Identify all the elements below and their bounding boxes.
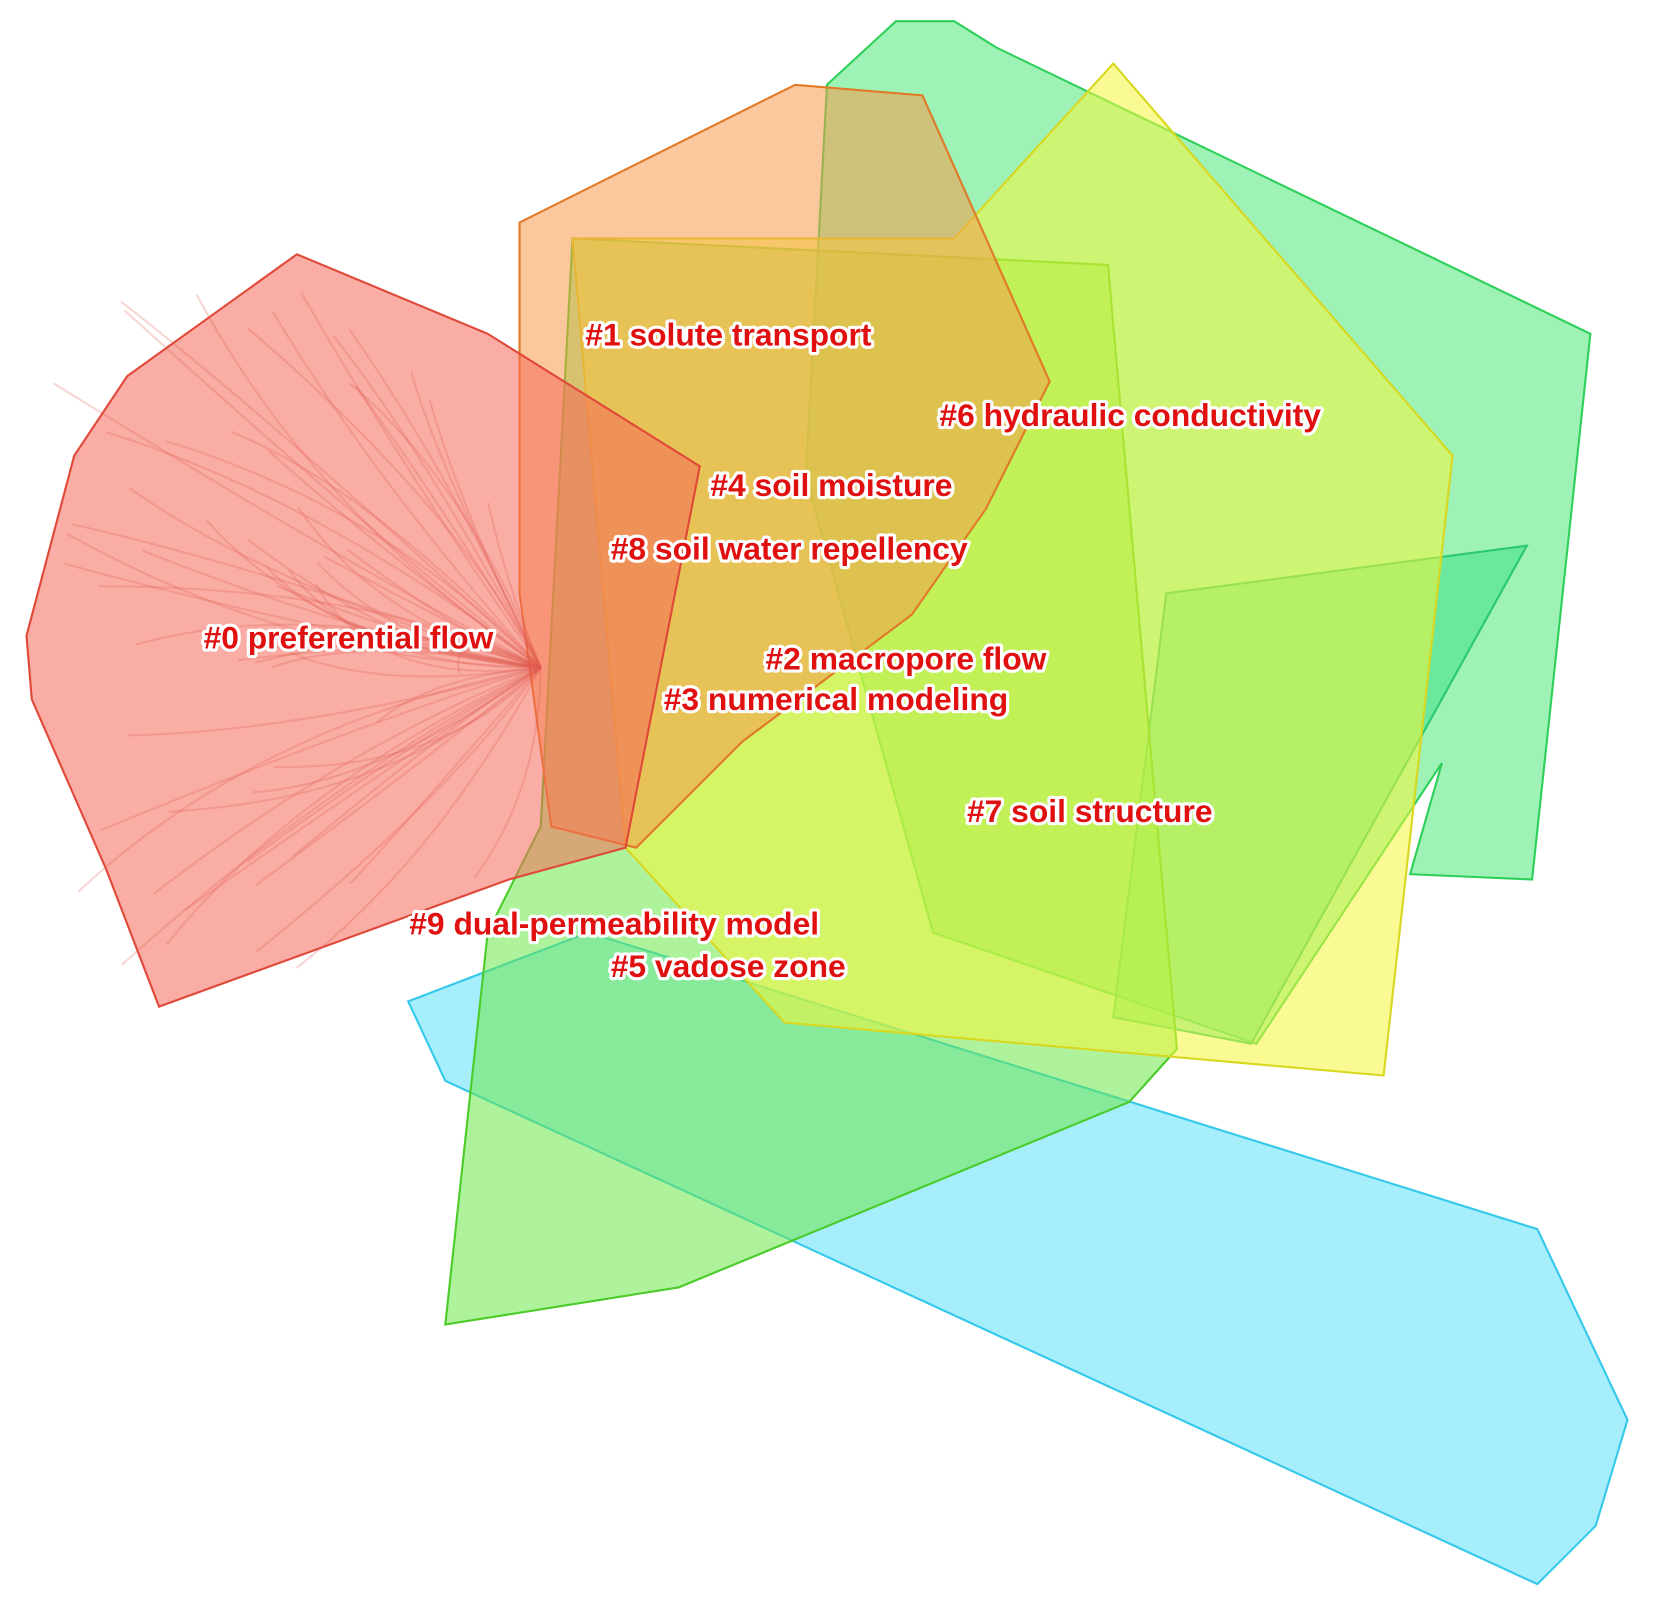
link bbox=[349, 666, 542, 885]
link bbox=[323, 555, 542, 669]
link bbox=[255, 666, 542, 953]
link bbox=[348, 328, 542, 669]
cluster-label: #0 preferential flow bbox=[204, 619, 494, 655]
link bbox=[135, 623, 542, 669]
link bbox=[287, 569, 541, 669]
cluster-label: #5 vadose zone bbox=[611, 948, 846, 984]
link bbox=[120, 300, 542, 669]
link bbox=[72, 523, 542, 669]
link bbox=[457, 647, 542, 674]
link bbox=[165, 440, 542, 669]
link bbox=[230, 430, 542, 669]
link bbox=[332, 335, 542, 669]
link bbox=[53, 382, 542, 669]
link bbox=[123, 309, 542, 669]
cluster-label: #6 hydraulic conductivity bbox=[939, 397, 1321, 433]
cluster-label: #3 numerical modeling bbox=[664, 681, 1009, 717]
link bbox=[105, 431, 542, 669]
link bbox=[98, 585, 542, 669]
link bbox=[355, 385, 542, 669]
link bbox=[276, 585, 541, 669]
cluster-label: #1 solute transport bbox=[585, 316, 872, 352]
links bbox=[53, 291, 542, 969]
link bbox=[128, 666, 542, 737]
cluster-label: #4 soil moisture bbox=[710, 467, 952, 503]
link bbox=[142, 549, 541, 669]
link bbox=[428, 399, 542, 669]
cluster-labels: #1 solute transport #6 hydraulic conduct… bbox=[200, 313, 1324, 987]
link bbox=[300, 291, 542, 669]
cluster-label: #9 dual-permeability model bbox=[409, 906, 819, 942]
link bbox=[195, 294, 542, 669]
link bbox=[168, 666, 542, 813]
link bbox=[153, 666, 542, 895]
link bbox=[350, 623, 541, 669]
link bbox=[264, 564, 541, 669]
link bbox=[66, 532, 541, 669]
link bbox=[254, 638, 542, 669]
link bbox=[410, 370, 542, 669]
link bbox=[376, 666, 541, 724]
link bbox=[64, 562, 541, 669]
link bbox=[346, 548, 542, 669]
link bbox=[274, 666, 542, 769]
link bbox=[296, 667, 542, 969]
link bbox=[270, 650, 541, 669]
link bbox=[314, 583, 541, 672]
cluster-label: #7 soil structure bbox=[967, 793, 1213, 829]
link bbox=[296, 505, 542, 669]
link bbox=[121, 666, 542, 966]
cluster-hulls bbox=[25, 20, 1629, 1586]
link bbox=[292, 666, 542, 858]
link bbox=[77, 666, 541, 893]
hull-red bbox=[25, 253, 701, 1008]
link bbox=[205, 519, 541, 669]
link bbox=[254, 666, 542, 887]
link bbox=[237, 648, 541, 669]
link bbox=[316, 562, 541, 669]
link bbox=[473, 667, 542, 878]
link bbox=[349, 382, 542, 668]
link bbox=[166, 666, 542, 946]
link bbox=[479, 634, 542, 669]
link bbox=[246, 538, 541, 669]
link bbox=[128, 487, 542, 669]
link bbox=[248, 628, 541, 678]
link bbox=[184, 666, 542, 912]
link bbox=[100, 666, 542, 832]
link bbox=[271, 311, 542, 669]
cluster-label: #8 soil water repellency bbox=[611, 530, 968, 566]
link bbox=[246, 666, 542, 863]
link bbox=[247, 327, 542, 669]
link bbox=[267, 449, 542, 669]
link bbox=[486, 502, 542, 668]
cluster-label: #2 macropore flow bbox=[766, 641, 1047, 677]
link bbox=[252, 666, 542, 794]
